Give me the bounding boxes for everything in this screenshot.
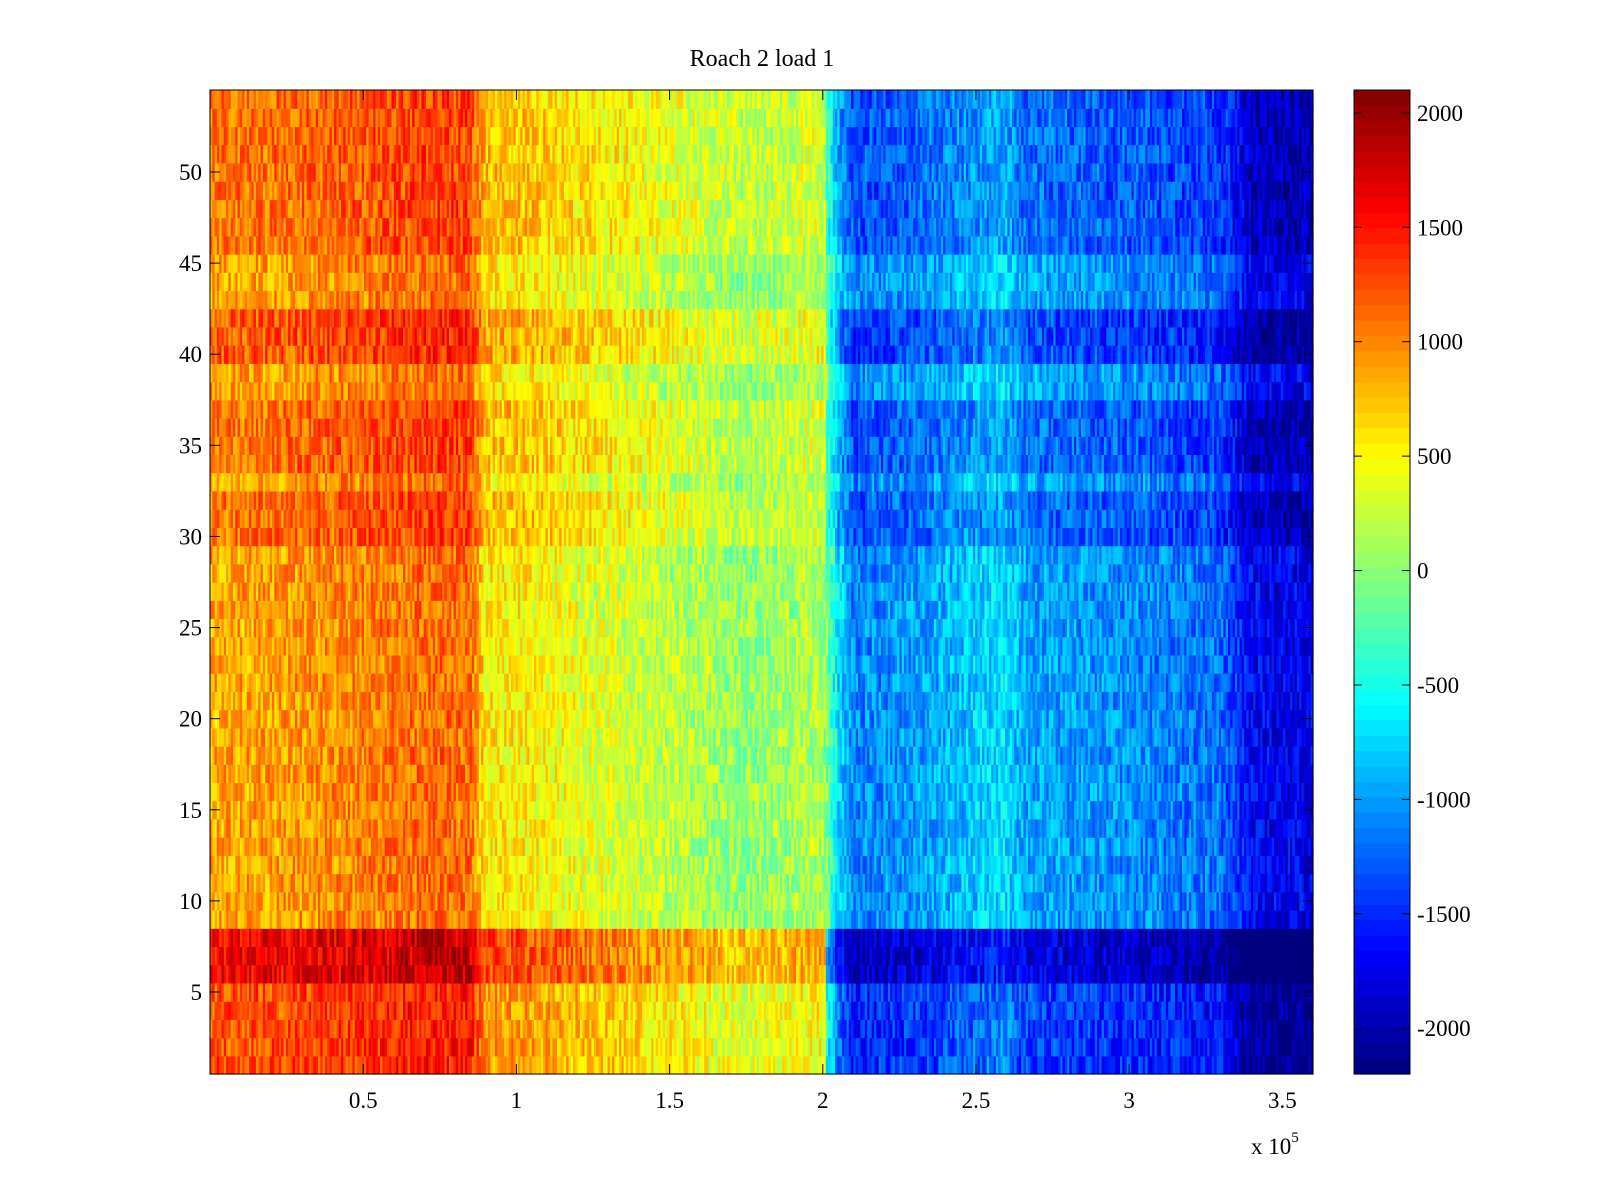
chart-title: Roach 2 load 1 [690,46,835,72]
heatmap-cells [210,90,1314,1075]
heatmap-figure: Roach 2 load 1 0.5 1 1.5 2 2.5 3 3.5 510152025… [0,0,1600,1200]
